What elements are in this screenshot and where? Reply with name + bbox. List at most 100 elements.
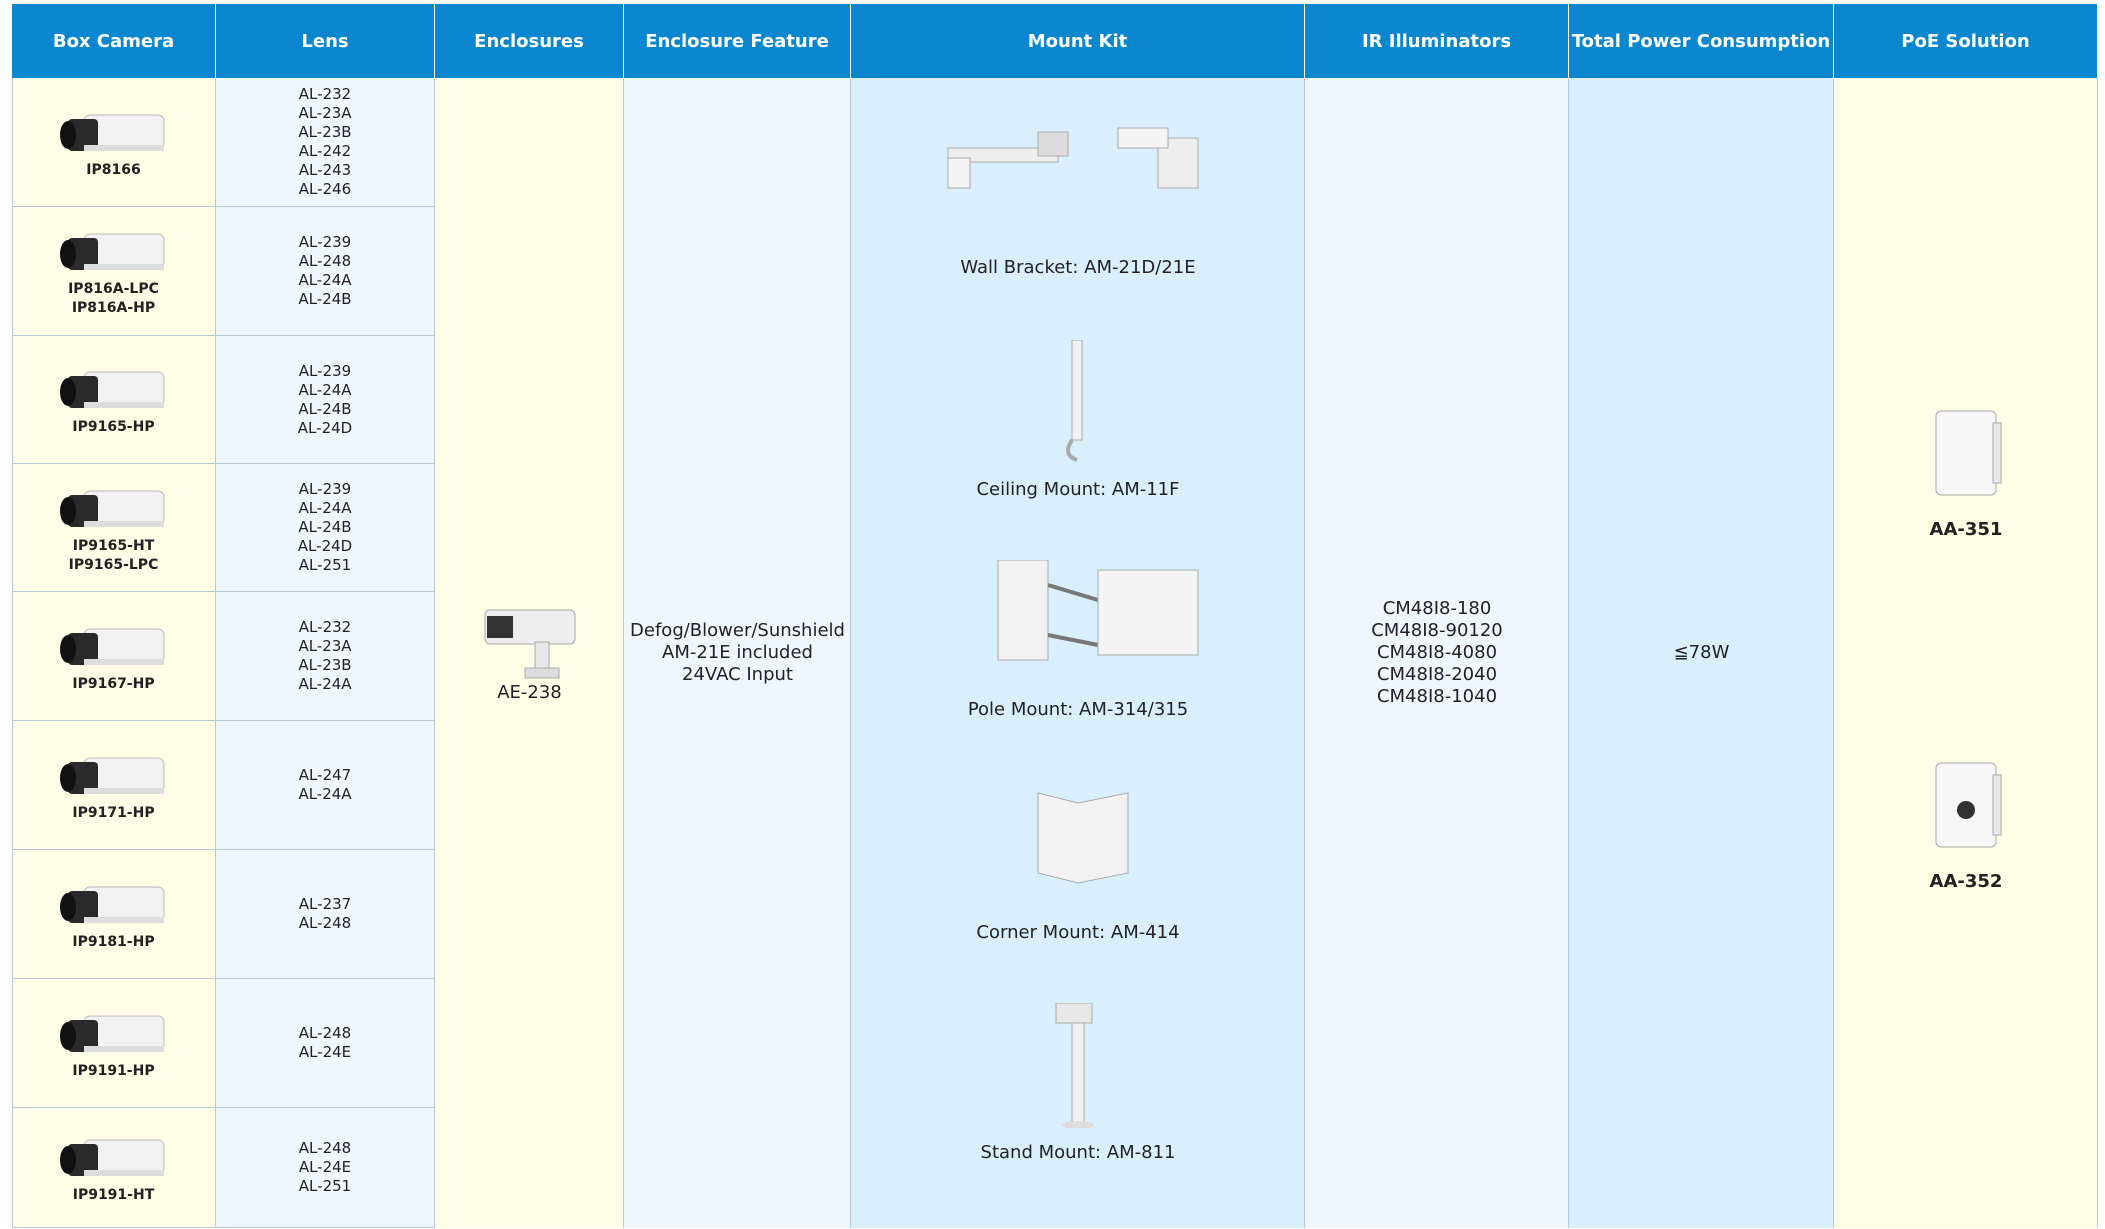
column xyxy=(1834,78,2098,1228)
ir-name: CM48I8-4080 xyxy=(1376,642,1498,663)
header-cell: Total Power Consumption xyxy=(1569,4,1834,78)
lens-name: AL-23B xyxy=(298,123,352,141)
camera-name: IP816A-LPC xyxy=(68,281,159,297)
poe-item: AA-351 xyxy=(1834,396,2098,541)
lens-cell: AL-248 AL-24E xyxy=(216,979,435,1108)
camera-name: IP9191-HT xyxy=(72,1187,155,1203)
lens-name: AL-24A xyxy=(298,271,352,289)
lens-name: AL-24A xyxy=(298,499,352,517)
camera-image xyxy=(54,619,174,675)
camera-name: IP9165-HT xyxy=(72,537,155,554)
lens-name: AL-24D xyxy=(297,418,353,437)
header-cell: IR Illuminators xyxy=(1305,4,1569,78)
camera-cell: IP8166 xyxy=(12,78,216,207)
mount-image xyxy=(938,340,1218,465)
lens-name: AL-232 xyxy=(298,618,352,636)
lens-name: AL-24B xyxy=(298,518,352,536)
header-cell: Enclosure Feature xyxy=(624,4,851,78)
mount-label: Ceiling Mount: AM-11F xyxy=(976,479,1180,500)
camera-cell: IP9191-HT xyxy=(12,1108,216,1228)
camera-image xyxy=(54,1006,174,1062)
mount-image xyxy=(938,560,1218,685)
camera-name: IP816A-HP xyxy=(71,300,156,316)
camera-name: IP9165-HP xyxy=(72,419,155,435)
mount-kit: Ceiling Mount: AM-11F xyxy=(851,331,1305,501)
camera-image xyxy=(54,1130,174,1186)
header-cell: Enclosures xyxy=(435,4,624,78)
header-text: Box Camera xyxy=(52,30,175,52)
ir-name: CM48I8-1040 xyxy=(1376,686,1498,707)
lens-name: AL-239 xyxy=(298,361,352,380)
lens-name: AL-23A xyxy=(298,637,352,655)
camera-cell: IP9165-HT IP9165-LPC xyxy=(12,464,216,592)
lens-name: AL-23A xyxy=(298,104,352,122)
lens-name: AL-24A xyxy=(298,675,352,693)
column xyxy=(216,78,435,1228)
lens-name: AL-243 xyxy=(298,161,352,179)
lens-name: AL-248 xyxy=(298,914,352,932)
camera-image xyxy=(54,362,174,418)
lens-cell: AL-247 AL-24A xyxy=(216,721,435,850)
lens-name: AL-239 xyxy=(298,480,352,498)
lens-name: AL-251 xyxy=(298,1177,352,1195)
mount-label: Corner Mount: AM-414 xyxy=(976,922,1180,943)
lens-cell: AL-237 AL-248 xyxy=(216,850,435,979)
mount-image xyxy=(938,1003,1218,1128)
lens-cell: AL-239 AL-24A AL-24B AL-24D AL-251 xyxy=(216,464,435,592)
feature-line: AM-21E included xyxy=(662,642,813,663)
camera-image xyxy=(54,105,174,161)
enclosure-name: AE-238 xyxy=(497,682,562,703)
mount-kit: Stand Mount: AM-811 xyxy=(851,994,1305,1164)
column xyxy=(1305,78,1569,1228)
lens-cell: AL-232 AL-23A AL-23B AL-24A xyxy=(216,592,435,721)
lens-name: AL-248 xyxy=(298,252,352,270)
lens-name: AL-248 xyxy=(298,1139,352,1157)
camera-cell: IP816A-LPC IP816A-HP xyxy=(12,207,216,336)
camera-cell: IP9167-HP xyxy=(12,592,216,721)
lens-name: AL-24E xyxy=(298,1158,352,1176)
lens-name: AL-239 xyxy=(298,233,352,251)
header-cell: PoE Solution xyxy=(1834,4,2098,78)
lens-name: AL-242 xyxy=(298,142,352,160)
camera-name: IP9167-HP xyxy=(72,675,155,692)
lens-cell: AL-232 AL-23A AL-23B AL-242 AL-243 AL-246 xyxy=(216,78,435,207)
header-cell: Mount Kit xyxy=(851,4,1305,78)
camera-name: IP9191-HP xyxy=(72,1062,155,1079)
header-text: Enclosures xyxy=(474,30,584,52)
poe-name: AA-352 xyxy=(1929,871,2003,892)
header-text: Lens xyxy=(301,30,349,52)
lens-name: AL-24B xyxy=(298,290,352,308)
header-text: IR Illuminators xyxy=(1361,30,1512,52)
enclosure-feature-cell: Defog/Blower/Sunshield AM-21E included 24V… xyxy=(624,78,851,1228)
lens-name: AL-24A xyxy=(298,380,352,399)
header-text: Total Power Consumption xyxy=(1571,30,1831,52)
mount-label: Stand Mount: AM-811 xyxy=(980,1142,1176,1163)
column xyxy=(624,78,851,1228)
lens-name: AL-246 xyxy=(298,180,352,198)
header-cell: Lens xyxy=(216,4,435,78)
feature-line: 24VAC Input xyxy=(682,664,793,685)
lens-name: AL-248 xyxy=(298,1024,352,1042)
camera-name: IP9171-HP xyxy=(72,804,155,821)
poe-image xyxy=(1921,755,2011,855)
mount-kit: Wall Bracket: AM-21D/21E xyxy=(851,109,1305,279)
lens-name: AL-251 xyxy=(298,556,352,574)
lens-cell: AL-239 AL-248 AL-24A AL-24B xyxy=(216,207,435,336)
mount-kit: Corner Mount: AM-414 xyxy=(851,774,1305,944)
camera-cell: IP9181-HP xyxy=(12,850,216,979)
camera-name: IP9181-HP xyxy=(72,933,155,950)
lens-name: AL-24A xyxy=(298,785,352,803)
camera-cell: IP9171-HP xyxy=(12,721,216,850)
poe-name: AA-351 xyxy=(1929,519,2003,540)
column xyxy=(435,78,624,1228)
power-cell: ≦78W xyxy=(1569,78,1834,1228)
camera-cell: IP9165-HP xyxy=(12,336,216,464)
lens-name: AL-24D xyxy=(297,537,353,555)
header-text: PoE Solution xyxy=(1901,30,2030,52)
lens-cell: AL-239 AL-24A AL-24B AL-24D xyxy=(216,336,435,464)
header-cell: Box Camera xyxy=(12,4,216,78)
camera-name: IP9165-LPC xyxy=(68,556,159,573)
lens-name: AL-24E xyxy=(298,1043,352,1061)
feature-line: Defog/Blower/Sunshield xyxy=(630,620,845,641)
